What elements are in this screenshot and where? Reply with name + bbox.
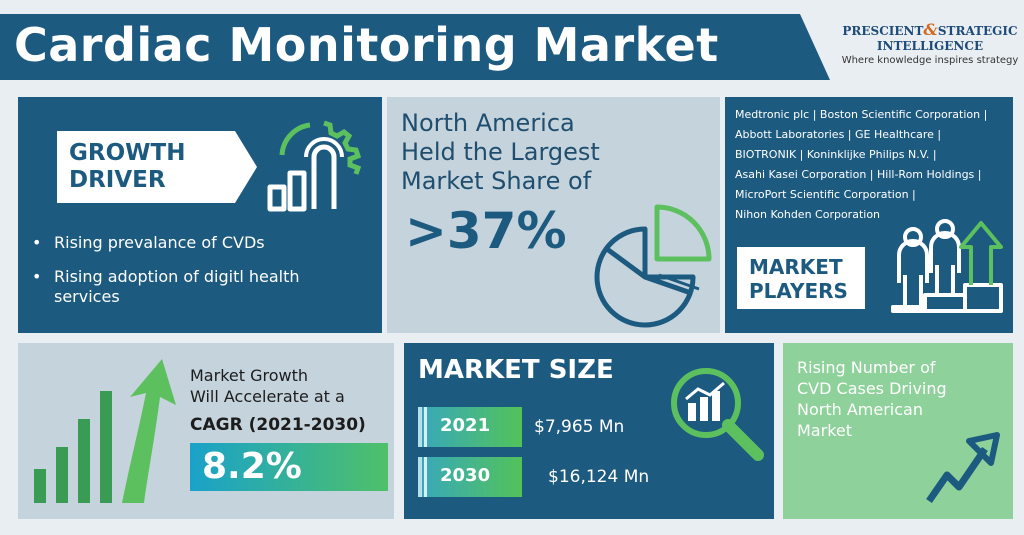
cagr-period-label: CAGR (2021-2030) xyxy=(190,415,366,435)
growth-driver-title-box: GROWTH DRIVER xyxy=(57,131,257,203)
company-list-line: Asahi Kasei Corporation | Hill-Rom Holdi… xyxy=(735,168,982,181)
growth-arrow-chart-icon xyxy=(34,359,176,503)
cvd-cases-panel: Rising Number of CVD Cases Driving North… xyxy=(783,343,1013,519)
share-text-line3: Market Share of xyxy=(401,167,592,195)
year-2021-box: 2021 xyxy=(418,407,522,447)
market-size-title: MARKET SIZE xyxy=(418,355,614,385)
cases-text-line2: CVD Cases Driving xyxy=(797,379,947,398)
market-players-panel: Medtronic plc | Boston Scientific Corpor… xyxy=(725,97,1013,333)
cases-text-line1: Rising Number of xyxy=(797,358,936,377)
logo-word-prescient: PRESCIENT xyxy=(842,24,924,38)
logo-ampersand: & xyxy=(923,20,938,39)
cagr-value: 8.2% xyxy=(202,446,302,487)
title-banner: Cardiac Monitoring Market xyxy=(0,14,830,80)
company-list-line: Nihon Kohden Corporation xyxy=(735,208,881,221)
market-players-title-line1: MARKET xyxy=(749,255,843,279)
bullet-item: Rising prevalance of CVDs xyxy=(32,233,265,253)
company-list: Medtronic plc | Boston Scientific Corpor… xyxy=(735,105,1007,225)
year-label: 2030 xyxy=(440,465,491,486)
cases-text-line3: North American xyxy=(797,400,923,419)
cagr-text-line1: Market Growth xyxy=(190,366,308,385)
logo-word-strategic: STRATEGIC xyxy=(937,24,1018,38)
logo-tagline: Where knowledge inspires strategy xyxy=(841,55,1019,66)
company-list-line: MicroPort Scientific Corporation | xyxy=(735,188,916,201)
market-players-title-line2: PLAYERS xyxy=(749,279,848,303)
logo-word-intelligence: INTELLIGENCE xyxy=(876,39,984,53)
company-list-line: Abbott Laboratories | GE Healthcare | xyxy=(735,128,942,141)
company-list-line: Medtronic plc | Boston Scientific Corpor… xyxy=(735,108,988,121)
growth-driver-title-line2: DRIVER xyxy=(69,167,166,193)
market-size-value-2021: $7,965 Mn xyxy=(534,417,625,437)
trend-up-arrow-icon xyxy=(926,432,1000,503)
gear-chart-icon xyxy=(267,120,362,212)
year-2030-box: 2030 xyxy=(418,457,522,497)
year-label: 2021 xyxy=(440,415,491,436)
share-text-line2: Held the Largest xyxy=(401,138,600,166)
company-list-line: BIOTRONIK | Koninklijke Philips N.V. | xyxy=(735,148,937,161)
cagr-text-line2: Will Accelerate at a xyxy=(190,387,345,406)
market-size-panel: MARKET SIZE 2021 $7,965 Mn 2030 $16,124 … xyxy=(404,343,774,519)
company-logo: PRESCIENT&STRATEGIC INTELLIGENCE Where k… xyxy=(840,20,1020,80)
cases-text-line4: Market xyxy=(797,421,852,440)
podium-people-icon xyxy=(891,219,1003,313)
cagr-value-box: 8.2% xyxy=(190,443,388,491)
market-players-title-box: MARKET PLAYERS xyxy=(737,247,865,309)
market-size-value-2030: $16,124 Mn xyxy=(548,467,650,487)
market-share-value: >37% xyxy=(405,202,567,260)
page-title: Cardiac Monitoring Market xyxy=(14,18,719,72)
share-text-line1: North America xyxy=(401,109,575,137)
growth-driver-panel: GROWTH DRIVER Rising prevalance of CVDs … xyxy=(18,97,382,333)
cagr-panel: Market Growth Will Accelerate at a CAGR … xyxy=(18,343,394,519)
magnifier-chart-icon xyxy=(671,368,764,461)
growth-driver-title-line1: GROWTH xyxy=(69,140,186,166)
pie-chart-icon xyxy=(594,204,712,328)
market-share-panel: North America Held the Largest Market Sh… xyxy=(387,97,720,333)
